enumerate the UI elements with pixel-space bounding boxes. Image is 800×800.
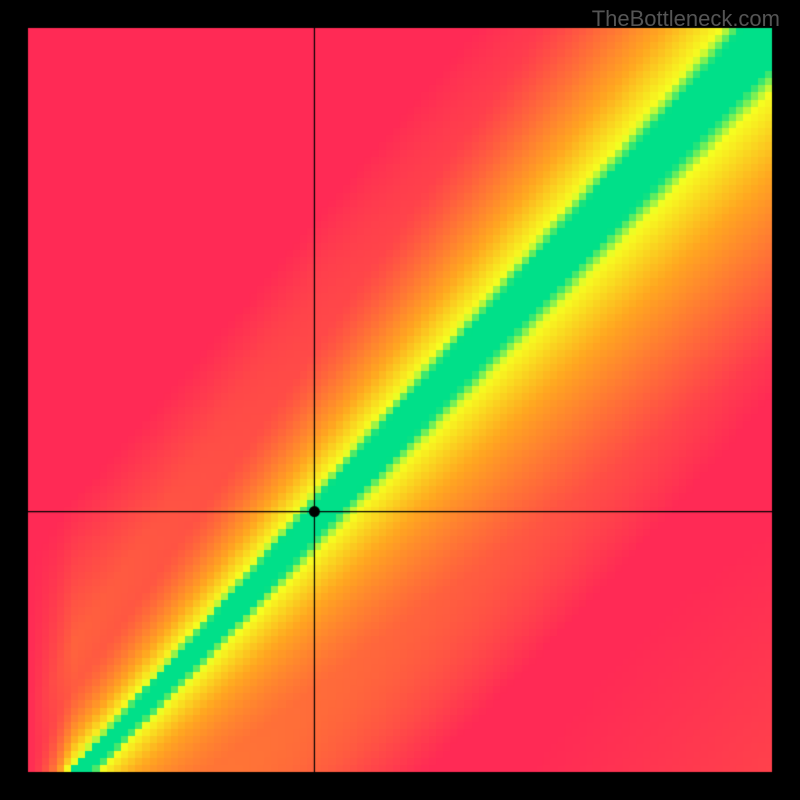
heatmap-canvas bbox=[0, 0, 800, 800]
watermark-text: TheBottleneck.com bbox=[592, 6, 780, 32]
chart-container: TheBottleneck.com bbox=[0, 0, 800, 800]
